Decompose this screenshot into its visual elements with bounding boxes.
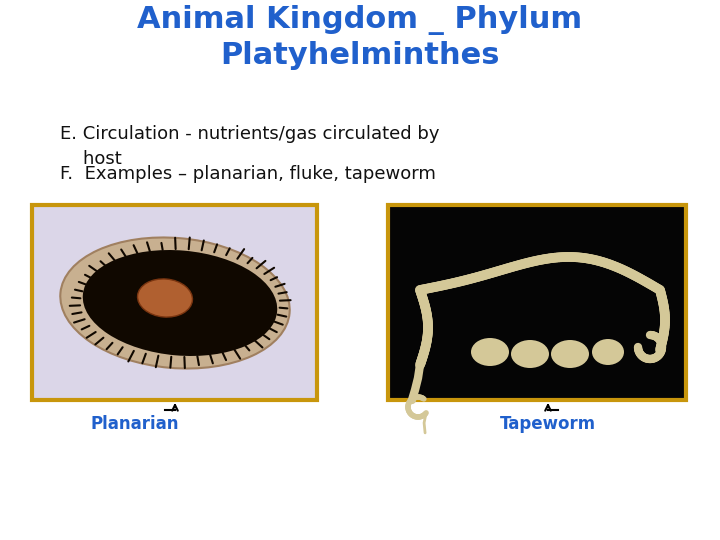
Ellipse shape xyxy=(592,339,624,365)
FancyBboxPatch shape xyxy=(32,205,317,400)
Ellipse shape xyxy=(471,338,509,366)
Text: F.  Examples – planarian, fluke, tapeworm: F. Examples – planarian, fluke, tapeworm xyxy=(60,165,436,183)
Text: Animal Kingdom _ Phylum
Platyhelminthes: Animal Kingdom _ Phylum Platyhelminthes xyxy=(138,5,582,70)
Text: Tapeworm: Tapeworm xyxy=(500,415,596,433)
FancyBboxPatch shape xyxy=(388,205,686,400)
Ellipse shape xyxy=(138,279,192,317)
Ellipse shape xyxy=(551,340,589,368)
Text: Planarian: Planarian xyxy=(90,415,179,433)
Ellipse shape xyxy=(511,340,549,368)
Ellipse shape xyxy=(83,250,277,356)
Text: E. Circulation - nutrients/gas circulated by
    host: E. Circulation - nutrients/gas circulate… xyxy=(60,125,439,168)
Ellipse shape xyxy=(60,238,289,368)
